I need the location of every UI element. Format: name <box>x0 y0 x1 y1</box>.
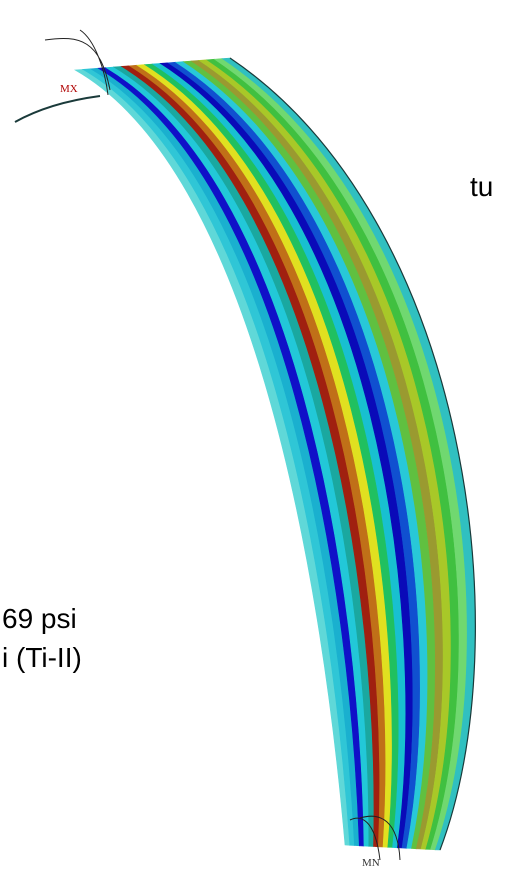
stress-bands <box>75 58 475 850</box>
contour-plot: tu 69 psi i (Ti-II) MX MN <box>0 0 513 872</box>
side-label: i (Ti-II) <box>2 642 82 673</box>
shell-edge <box>15 96 100 122</box>
min-marker: MN <box>362 857 380 869</box>
max-marker: MX <box>60 83 78 95</box>
page: tu 69 psi i (Ti-II) MX MN (() => { const… <box>0 0 513 872</box>
side-label: 69 psi <box>2 603 77 634</box>
side-label: tu <box>470 171 493 202</box>
